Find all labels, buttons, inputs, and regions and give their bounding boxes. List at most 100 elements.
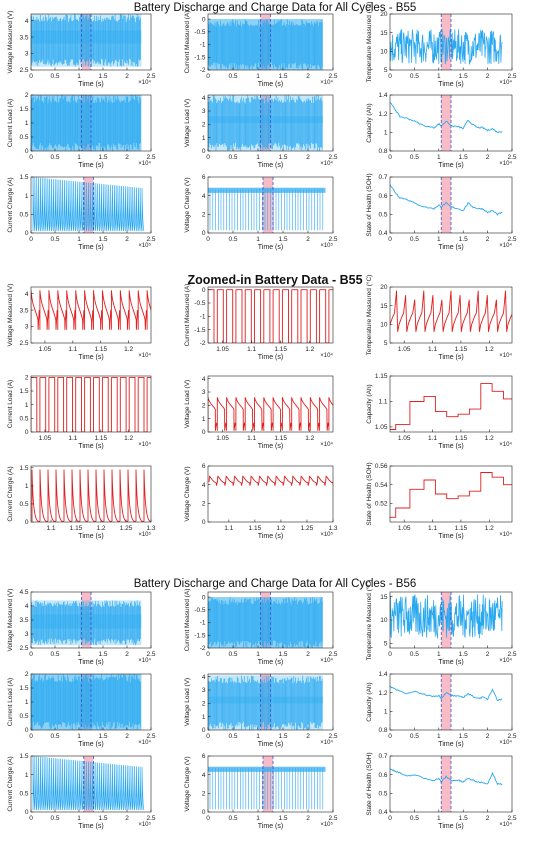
y-tick-label: 1.5	[19, 465, 28, 472]
axes-box	[389, 13, 513, 71]
y-tick-label: -1	[200, 314, 206, 321]
subplot-16: 1.1 1.15 1.2 1.25 1.3 0 0.5 1 1.5 Time (s) ×10⁵ Cur…	[7, 465, 156, 540]
x-axis-multiplier: ×10⁵	[138, 821, 151, 828]
y-tick-label: 2	[202, 212, 206, 219]
y-tick-label: -1	[200, 42, 206, 49]
x-tick-label: 1.5	[278, 154, 287, 161]
signal-trace	[31, 600, 141, 646]
x-axis-label: Time (s)	[78, 443, 103, 450]
subplot-22: 0 0.5 1 1.5 2 2.5 0 0.5 1 1.5 2 Time (s) ×10⁴ Current…	[7, 671, 156, 748]
subplot-11: 1.05 1.1 1.15 1.2 -2 -1.5 -1 -0.5 0 Time (s) ×10⁴ C…	[184, 284, 333, 361]
section-title-b56-all: Battery Discharge and Charge Data for Al…	[133, 578, 417, 590]
highlight-band	[441, 95, 451, 151]
y-tick-label: 3.5	[19, 307, 28, 314]
x-tick-label: 2.5	[328, 154, 337, 161]
x-tick-label: 1.05	[216, 346, 229, 353]
y-axis-label: Capacity (Ah)	[366, 384, 373, 423]
x-tick-label: 0	[388, 154, 392, 161]
x-tick-label: 2.5	[507, 733, 516, 740]
x-tick-label: 2	[486, 154, 490, 161]
subplot-6: 0 0.5 1 1.5 2 2.5 0.8 1 1.2 1.4 Time (s) ×10⁴ Capaci…	[366, 92, 517, 169]
x-tick-label: 1	[77, 73, 81, 80]
x-tick-label: 1	[256, 236, 260, 243]
data-layer	[31, 674, 142, 730]
signal-core	[31, 614, 142, 629]
y-tick-label: 1.5	[19, 753, 28, 760]
y-tick-label: 0.54	[375, 482, 388, 489]
x-axis-label: Time (s)	[78, 659, 103, 666]
subplot-24: 0 0.5 1 1.5 2 2.5 0.8 1 1.2 1.4 Time (s) ×10⁴ Capaci…	[366, 671, 517, 748]
y-tick-label: -1.5	[194, 54, 206, 61]
x-tick-label: 1	[437, 154, 441, 161]
y-axis-label: Current Charge (A)	[7, 756, 14, 811]
x-tick-label: 0	[29, 733, 33, 740]
y-tick-label: 1	[25, 483, 29, 490]
x-tick-label: 2	[306, 73, 310, 80]
y-tick-label: 4	[25, 603, 29, 610]
x-tick-label: 0	[29, 154, 33, 161]
x-tick-label: 0	[206, 73, 210, 80]
y-tick-label: 3	[202, 389, 206, 396]
x-tick-label: 1	[77, 815, 81, 822]
y-tick-label: 1.1	[378, 399, 387, 406]
y-tick-label: -0.5	[194, 29, 206, 36]
x-tick-label: 2	[486, 73, 490, 80]
signal-trace	[208, 289, 333, 343]
x-tick-label: 1.15	[94, 346, 107, 353]
x-tick-label: 1.25	[301, 525, 314, 532]
x-tick-label: 2.5	[146, 73, 155, 80]
y-tick-label: 0.7	[378, 753, 387, 760]
x-axis-multiplier: ×10⁴	[138, 79, 151, 86]
y-tick-label: 3	[25, 631, 29, 638]
x-axis-label: Time (s)	[258, 162, 283, 169]
y-axis-label: Voltage Measured (V)	[7, 284, 14, 347]
y-axis-label: Current Charge (A)	[7, 177, 14, 232]
x-tick-label: 1.05	[398, 525, 411, 532]
data-layer	[208, 475, 333, 486]
x-axis-multiplier: ×10⁴	[320, 352, 333, 359]
y-tick-label: 1	[25, 402, 29, 409]
x-tick-label: 0.5	[228, 73, 237, 80]
x-axis-label: Time (s)	[438, 244, 463, 251]
axes-box	[30, 13, 152, 71]
x-tick-label: 1.5	[98, 73, 107, 80]
y-tick-label: 0	[202, 727, 206, 734]
series-line	[390, 383, 512, 430]
y-tick-label: 0	[25, 148, 29, 155]
x-tick-label: 0	[206, 733, 210, 740]
x-axis-label: Time (s)	[78, 162, 103, 169]
x-axis-multiplier: ×10⁵	[320, 242, 333, 249]
subplot-14: 1.05 1.1 1.15 1.2 0 1 2 3 4 Time (s) ×10⁴ Voltage L…	[184, 375, 333, 450]
x-tick-label: 2	[125, 154, 129, 161]
x-axis-label: Time (s)	[258, 823, 283, 830]
y-tick-label: 0.5	[19, 791, 28, 798]
x-axis-label: Time (s)	[258, 741, 283, 748]
data-layer	[208, 675, 323, 730]
x-tick-label: 2	[306, 236, 310, 243]
x-tick-label: 0	[29, 651, 33, 658]
subplot-10: 1.05 1.1 1.15 1.2 2.5 3 3.5 4 Time (s) ×10⁴ Voltag…	[7, 284, 151, 361]
x-tick-label: 1.1	[428, 346, 437, 353]
y-axis-label: Voltage Measured (V)	[7, 11, 14, 74]
x-tick-label: 1.2	[305, 435, 314, 442]
x-tick-label: 0	[206, 236, 210, 243]
x-tick-label: 0.5	[410, 236, 419, 243]
x-tick-label: 2	[125, 73, 129, 80]
x-tick-label: 1.15	[274, 346, 287, 353]
x-axis-multiplier: ×10⁵	[138, 242, 151, 249]
x-tick-label: 0	[388, 73, 392, 80]
axes-box	[30, 176, 152, 234]
signal-core	[208, 696, 323, 704]
axes-box	[207, 755, 334, 813]
y-tick-label: -2	[200, 645, 206, 652]
y-tick-label: 0.5	[19, 713, 28, 720]
x-tick-label: 1.15	[249, 525, 262, 532]
x-axis-label: Time (s)	[258, 443, 283, 450]
signal-trace	[31, 290, 151, 330]
x-tick-label: 1.3	[146, 525, 155, 532]
y-tick-label: 0	[25, 230, 29, 237]
y-tick-label: 0.56	[375, 463, 388, 470]
y-tick-label: -1.5	[194, 327, 206, 334]
y-axis-label: Voltage Charge (V)	[184, 177, 191, 232]
x-tick-label: 1	[256, 154, 260, 161]
